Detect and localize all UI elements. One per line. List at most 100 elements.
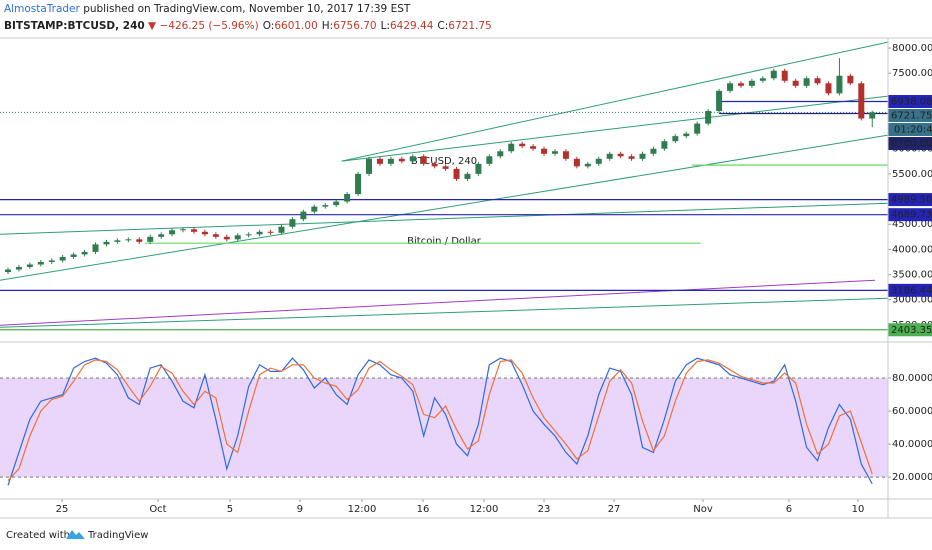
footer-brand[interactable]: TradingView — [87, 530, 148, 541]
level-label: 6938.08 — [891, 97, 932, 108]
author[interactable]: AlmostaTrader — [4, 3, 81, 15]
candle-body — [92, 244, 99, 252]
level-label: 4989.50 — [891, 195, 932, 206]
level-label-box — [888, 283, 932, 297]
candle-body — [562, 151, 569, 159]
candle-body — [508, 143, 515, 152]
trendline — [341, 41, 889, 162]
y-tick-label: 4500.00 — [892, 219, 932, 230]
candle-body — [486, 156, 493, 164]
candle-body — [26, 264, 33, 268]
candle-body — [15, 267, 22, 270]
candle-body — [628, 156, 635, 159]
candle-body — [836, 75, 843, 94]
candle-body — [781, 70, 788, 81]
ohlc-value: 6429.44 — [390, 20, 434, 32]
candle-body — [322, 205, 329, 207]
candle-body — [300, 211, 307, 220]
candle-body — [398, 158, 405, 162]
candle-body — [125, 239, 132, 241]
x-tick-label: 5 — [227, 504, 233, 515]
x-tick-label: 12:00 — [470, 504, 499, 515]
x-tick-label: 6 — [786, 504, 792, 515]
candle-body — [792, 80, 799, 86]
level-label-box — [888, 208, 932, 222]
y-tick-label: 4000.00 — [892, 244, 932, 255]
level-label-box — [888, 109, 932, 123]
candle-body — [344, 194, 351, 202]
candle-body — [387, 158, 394, 164]
x-tick-label: 27 — [608, 504, 621, 515]
candle-body — [683, 133, 690, 137]
x-tick-label: 16 — [417, 504, 430, 515]
candle-body — [114, 240, 121, 242]
candle-body — [245, 234, 252, 236]
ohlc-key: H: — [322, 20, 333, 32]
candle-body — [212, 234, 219, 237]
candle-body — [136, 239, 143, 242]
candle-body — [431, 163, 438, 167]
candle-body — [748, 80, 755, 86]
published-line: AlmostaTrader published on TradingView.c… — [4, 3, 411, 15]
candle-body — [727, 83, 734, 91]
candle-body — [858, 83, 865, 119]
candle-body — [497, 151, 504, 157]
panes: BTCUSD, 240 Bitcoin / Dollar 8000.00 7500.0… — [0, 41, 932, 515]
y-tick-label: 3000.00 — [892, 295, 932, 306]
candle-body — [70, 254, 77, 257]
trendline — [341, 95, 889, 162]
watermark-title: BTCUSD, 240 — [411, 156, 477, 167]
candle-body — [4, 269, 11, 273]
symbol: BITSTAMP:BTCUSD, 240 — [4, 20, 145, 32]
candle-body — [639, 153, 646, 159]
countdown: 01:20:42 — [894, 125, 932, 136]
candle-body — [869, 112, 876, 119]
candle-body — [333, 201, 340, 206]
x-tick-label: 23 — [538, 504, 551, 515]
candle-body — [617, 153, 624, 157]
candle-body — [519, 143, 526, 147]
y-tick-label: 20.0000 — [892, 472, 932, 483]
candle-body — [694, 123, 701, 134]
y-tick-label: 60.0000 — [892, 406, 932, 417]
candle-body — [278, 226, 285, 233]
level-label: 4689.73 — [891, 210, 932, 221]
candle-body — [190, 229, 197, 232]
ohlc-key: O: — [263, 20, 275, 32]
x-tick-label: 25 — [56, 504, 69, 515]
candle-body — [158, 234, 165, 237]
level-label-box — [888, 95, 932, 109]
x-tick-label: 12:00 — [348, 504, 377, 515]
candle-body — [289, 219, 296, 227]
ohlc-key: L: — [381, 20, 390, 32]
level-label: 6721.75 — [891, 111, 932, 122]
candle-body — [256, 231, 263, 235]
candle-body — [606, 153, 613, 159]
candle-body — [530, 146, 537, 149]
candle-body — [672, 136, 679, 142]
candle-body — [442, 166, 449, 169]
x-tick-label: Nov — [693, 504, 713, 515]
candle-body — [420, 156, 427, 164]
change: −426.25 (−5.96%) — [159, 20, 258, 32]
candle-body — [48, 260, 55, 262]
candle-body — [223, 236, 230, 240]
candle-body — [59, 256, 66, 261]
candle-body — [475, 163, 482, 174]
ohlc-value: 6721.75 — [448, 20, 491, 32]
level-label-box — [888, 193, 932, 207]
candle-body — [847, 75, 854, 84]
candle-body — [366, 158, 373, 174]
trendline — [0, 279, 876, 326]
candle-body — [147, 236, 154, 242]
y-tick-label: 5500.00 — [892, 169, 932, 180]
level-label-box — [888, 137, 932, 151]
candle-body — [737, 83, 744, 86]
trendline — [0, 297, 889, 328]
brand-logo — [66, 530, 85, 539]
candle-body — [573, 158, 580, 167]
x-tick-label: 9 — [297, 504, 303, 515]
candle-body — [770, 70, 777, 79]
ohlc-value: 6756.70 — [333, 20, 376, 32]
